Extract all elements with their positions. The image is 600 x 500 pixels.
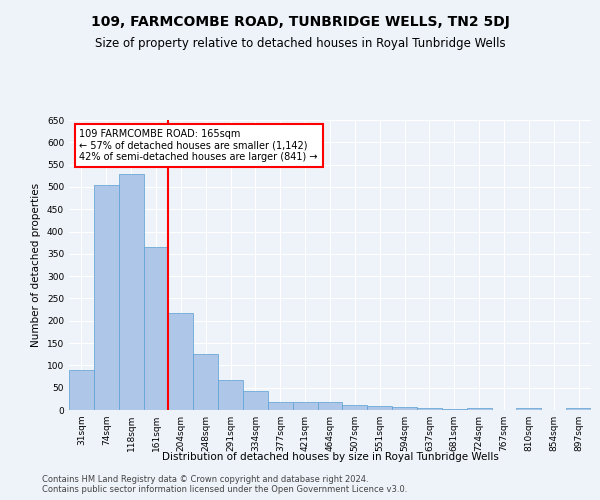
Text: Distribution of detached houses by size in Royal Tunbridge Wells: Distribution of detached houses by size … (161, 452, 499, 462)
Text: 109, FARMCOMBE ROAD, TUNBRIDGE WELLS, TN2 5DJ: 109, FARMCOMBE ROAD, TUNBRIDGE WELLS, TN… (91, 15, 509, 29)
Bar (119, 174, 143, 410)
Bar (517, 408, 541, 410)
Bar (367, 406, 392, 410)
Text: 109 FARMCOMBE ROAD: 165sqm
← 57% of detached houses are smaller (1,142)
42% of s: 109 FARMCOMBE ROAD: 165sqm ← 57% of deta… (79, 128, 318, 162)
Bar (94, 184, 119, 410)
Bar (293, 402, 317, 410)
Bar (317, 402, 343, 410)
Bar (143, 247, 169, 410)
Bar (69, 370, 94, 410)
Y-axis label: Number of detached properties: Number of detached properties (31, 183, 41, 347)
Bar (392, 408, 417, 410)
Bar (417, 408, 442, 410)
Bar (193, 354, 218, 410)
Bar (268, 402, 293, 410)
Bar (467, 408, 491, 410)
Text: Size of property relative to detached houses in Royal Tunbridge Wells: Size of property relative to detached ho… (95, 38, 505, 51)
Bar (218, 380, 243, 410)
Bar (566, 408, 591, 410)
Bar (343, 405, 367, 410)
Bar (442, 409, 467, 410)
Text: Contains HM Land Registry data © Crown copyright and database right 2024.: Contains HM Land Registry data © Crown c… (42, 475, 368, 484)
Bar (169, 312, 193, 410)
Text: Contains public sector information licensed under the Open Government Licence v3: Contains public sector information licen… (42, 485, 407, 494)
Bar (243, 392, 268, 410)
